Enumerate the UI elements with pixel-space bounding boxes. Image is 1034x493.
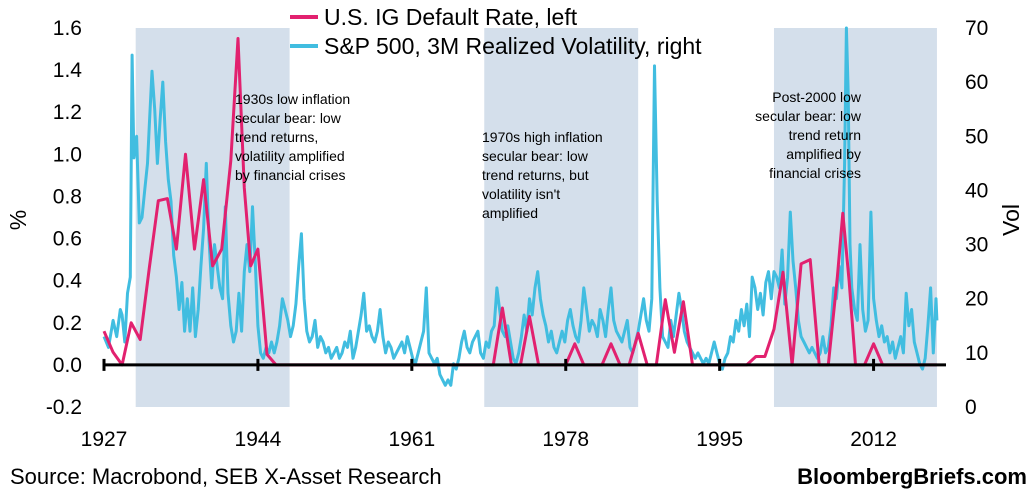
- right-tick-label: 0: [965, 396, 977, 419]
- annotations: 1930s low inflation secular bear: low tren…: [235, 89, 862, 221]
- period-note-line: trend returns,: [235, 129, 318, 145]
- x-tick-label: 1927: [81, 428, 128, 451]
- x-tick-label: 1961: [388, 428, 435, 451]
- series-lines: [102, 26, 939, 387]
- period-note-line: 1930s low inflation: [235, 91, 350, 107]
- left-tick-label: 0.8: [53, 185, 82, 208]
- default-rate-series-line: [102, 37, 937, 367]
- x-tick-label: 2012: [850, 428, 897, 451]
- right-tick-label: 30: [965, 234, 988, 257]
- left-tick-label: 1.4: [53, 59, 83, 82]
- legend-label-default-rate: U.S. IG Default Rate, left: [324, 4, 578, 30]
- x-tick-label: 1995: [696, 428, 743, 451]
- legend: U.S. IG Default Rate, left S&P 500, 3M R…: [290, 4, 702, 59]
- right-tick-label: 50: [965, 125, 988, 148]
- left-tick-label: 1.2: [53, 101, 82, 124]
- shaded-period-3: [773, 28, 937, 407]
- left-tick-label: 0.0: [53, 354, 82, 377]
- right-tick-label: 20: [965, 288, 988, 311]
- brand-label: BloombergBriefs.com: [797, 464, 1027, 489]
- period-note-line: secular bear: low: [235, 110, 342, 126]
- period-note-2: 1970s high inflation secular bear: low tre…: [482, 129, 603, 221]
- period-note-line: secular bear: low: [482, 148, 589, 164]
- shaded-periods: [135, 28, 937, 407]
- axes: 1.6 1.4 1.2 1.0 0.8 0.6 0.4 0.2 0.0 -0.2 70 60 50 40 3…: [46, 17, 989, 451]
- period-note-line: financial crises: [769, 165, 861, 181]
- period-note-line: by financial crises: [235, 167, 346, 183]
- period-note-line: amplified: [482, 205, 538, 221]
- right-tick-label: 40: [965, 179, 988, 202]
- left-tick-label: 0.2: [53, 312, 82, 335]
- left-tick-label: 1.6: [53, 17, 82, 40]
- right-axis-title: Vol: [998, 204, 1024, 236]
- volatility-series-line: [102, 26, 939, 387]
- source-note: Source: Macrobond, SEB X-Asset Research: [10, 464, 442, 489]
- left-tick-label: 1.0: [53, 143, 82, 166]
- period-note-line: amplified by: [786, 146, 861, 162]
- left-axis-title: %: [5, 210, 31, 230]
- x-tick-label: 1978: [542, 428, 589, 451]
- period-note-line: volatility isn't: [482, 186, 560, 202]
- right-tick-label: 70: [965, 17, 988, 40]
- right-tick-label: 60: [965, 71, 988, 94]
- period-note-3: Post-2000 low secular bear: low trend retu…: [755, 89, 862, 181]
- legend-label-volatility: S&P 500, 3M Realized Volatility, right: [324, 33, 702, 59]
- period-note-line: volatility amplified: [235, 148, 345, 164]
- period-note-line: trend returns, but: [482, 167, 589, 183]
- right-tick-label: 10: [965, 342, 988, 365]
- period-note-line: secular bear: low: [755, 108, 862, 124]
- period-note-line: Post-2000 low: [772, 89, 862, 105]
- period-note-line: 1970s high inflation: [482, 129, 603, 145]
- period-note-1: 1930s low inflation secular bear: low tren…: [235, 91, 350, 183]
- left-tick-label: -0.2: [46, 396, 82, 419]
- period-note-line: trend return: [789, 127, 861, 143]
- x-tick-label: 1944: [235, 428, 282, 451]
- left-tick-label: 0.6: [53, 228, 82, 251]
- left-tick-label: 0.4: [53, 270, 83, 293]
